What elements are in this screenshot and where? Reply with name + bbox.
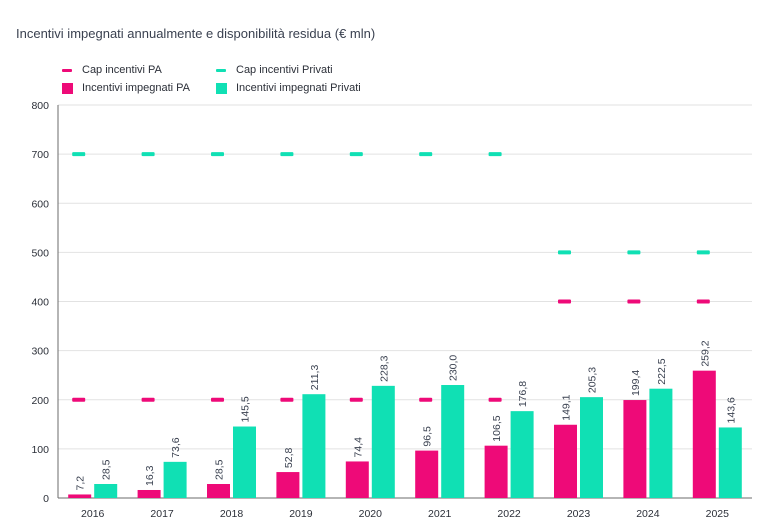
bar-pa-2021 — [415, 450, 439, 498]
bar-pa-2019 — [276, 472, 300, 498]
legend-label-cap-pa: Cap incentivi PA — [82, 64, 162, 76]
data-label-pa-2022: 106,5 — [491, 415, 503, 441]
data-label-pa-2023: 149,1 — [561, 394, 573, 420]
cap-privati-marker-2024 — [627, 250, 641, 255]
cap-privati-marker-2018 — [211, 152, 224, 157]
cap-pa-marker-2020 — [349, 397, 363, 402]
cap-privati-marker-2020 — [349, 152, 363, 157]
data-label-privati-2017: 73,6 — [170, 437, 182, 458]
data-label-privati-2016: 28,5 — [101, 459, 113, 480]
x-tick-label: 2025 — [706, 508, 730, 520]
cap-privati-marker-2021 — [419, 152, 433, 157]
bar-pa-2023 — [554, 424, 577, 498]
bar-pa-2025 — [692, 370, 716, 498]
data-label-pa-2020: 74,4 — [352, 437, 364, 458]
cap-privati-marker-2017 — [141, 152, 155, 157]
data-label-privati-2019: 211,3 — [309, 365, 321, 391]
bar-pa-2018 — [207, 483, 230, 498]
y-tick-label: 0 — [43, 493, 49, 505]
bar-pa-2020 — [345, 461, 369, 498]
cap-pa-marker-2025 — [696, 299, 710, 304]
bar-privati-2018 — [233, 426, 256, 498]
cap-pa-marker-2017 — [141, 397, 155, 402]
bar-privati-2020 — [371, 385, 395, 498]
x-tick-label: 2020 — [359, 508, 383, 520]
data-label-privati-2020: 228,3 — [378, 355, 390, 381]
bar-privati-2016 — [94, 483, 118, 498]
cap-pa-marker-2016 — [72, 397, 86, 402]
cap-pa-marker-2019 — [280, 397, 294, 402]
data-label-privati-2022: 176,8 — [517, 381, 529, 407]
data-label-privati-2025: 143,6 — [725, 397, 737, 423]
bar-pa-2017 — [137, 489, 161, 498]
y-tick-label: 800 — [31, 100, 49, 112]
y-tick-label: 600 — [31, 198, 49, 210]
legend-swatch-incentivi-pa — [62, 82, 73, 94]
data-label-privati-2021: 230,0 — [448, 355, 460, 381]
bar-pa-2016 — [68, 494, 92, 498]
cap-privati-marker-2016 — [72, 152, 86, 157]
x-tick-label: 2017 — [150, 508, 174, 520]
legend-label-incentivi-privati: Incentivi impegnati Privati — [236, 82, 361, 94]
data-label-pa-2025: 259,2 — [699, 340, 711, 366]
bar-privati-2023 — [580, 397, 603, 498]
y-tick-label: 200 — [31, 395, 49, 407]
cap-privati-marker-2025 — [696, 250, 710, 255]
data-label-pa-2024: 199,4 — [630, 370, 642, 396]
legend-label-cap-privati: Cap incentivi Privati — [236, 64, 333, 76]
bar-privati-2021 — [441, 385, 465, 498]
bar-privati-2019 — [302, 394, 326, 498]
bar-pa-2022 — [484, 445, 508, 498]
data-label-pa-2019: 52,8 — [283, 447, 295, 468]
data-label-privati-2018: 145,5 — [240, 396, 252, 422]
legend-swatch-cap-pa — [62, 68, 72, 72]
bar-privati-2025 — [718, 427, 742, 498]
data-label-pa-2018: 28,5 — [214, 459, 226, 480]
legend-swatch-incentivi-privati — [216, 82, 227, 94]
x-tick-label: 2023 — [567, 508, 591, 520]
y-tick-label: 400 — [31, 297, 49, 309]
x-tick-label: 2022 — [497, 508, 521, 520]
bar-privati-2017 — [163, 461, 187, 498]
x-tick-label: 2018 — [220, 508, 244, 520]
cap-privati-marker-2022 — [488, 152, 502, 157]
cap-privati-marker-2023 — [558, 250, 571, 255]
y-tick-label: 500 — [31, 247, 49, 259]
data-label-pa-2021: 96,5 — [422, 426, 434, 447]
y-tick-label: 300 — [31, 346, 49, 358]
data-label-privati-2024: 222,5 — [656, 358, 668, 384]
data-label-pa-2017: 16,3 — [144, 465, 156, 486]
legend-item-incentivi-privati: Incentivi impegnati Privati — [216, 82, 361, 94]
legend-item-cap-privati: Cap incentivi Privati — [216, 64, 333, 76]
data-label-pa-2016: 7,2 — [75, 476, 87, 491]
data-label-privati-2023: 205,3 — [587, 367, 599, 393]
x-tick-label: 2024 — [636, 508, 660, 520]
chart-legend: Cap incentivi PA Cap incentivi Privati I… — [62, 64, 402, 100]
bar-privati-2024 — [649, 388, 673, 498]
cap-pa-marker-2018 — [211, 397, 224, 402]
cap-pa-marker-2023 — [558, 299, 571, 304]
legend-swatch-cap-privati — [216, 68, 226, 72]
y-tick-label: 100 — [31, 444, 49, 456]
chart-title: Incentivi impegnati annualmente e dispon… — [16, 26, 376, 41]
bar-pa-2024 — [623, 400, 647, 498]
y-tick-label: 700 — [31, 149, 49, 161]
cap-pa-marker-2024 — [627, 299, 641, 304]
cap-pa-marker-2021 — [419, 397, 433, 402]
legend-item-cap-pa: Cap incentivi PA — [62, 64, 162, 76]
legend-item-incentivi-pa: Incentivi impegnati PA — [62, 82, 190, 94]
bar-privati-2022 — [510, 411, 534, 498]
x-tick-label: 2019 — [289, 508, 313, 520]
x-tick-label: 2016 — [81, 508, 105, 520]
cap-privati-marker-2019 — [280, 152, 294, 157]
legend-label-incentivi-pa: Incentivi impegnati PA — [82, 82, 191, 94]
cap-pa-marker-2022 — [488, 397, 502, 402]
x-tick-label: 2021 — [428, 508, 452, 520]
